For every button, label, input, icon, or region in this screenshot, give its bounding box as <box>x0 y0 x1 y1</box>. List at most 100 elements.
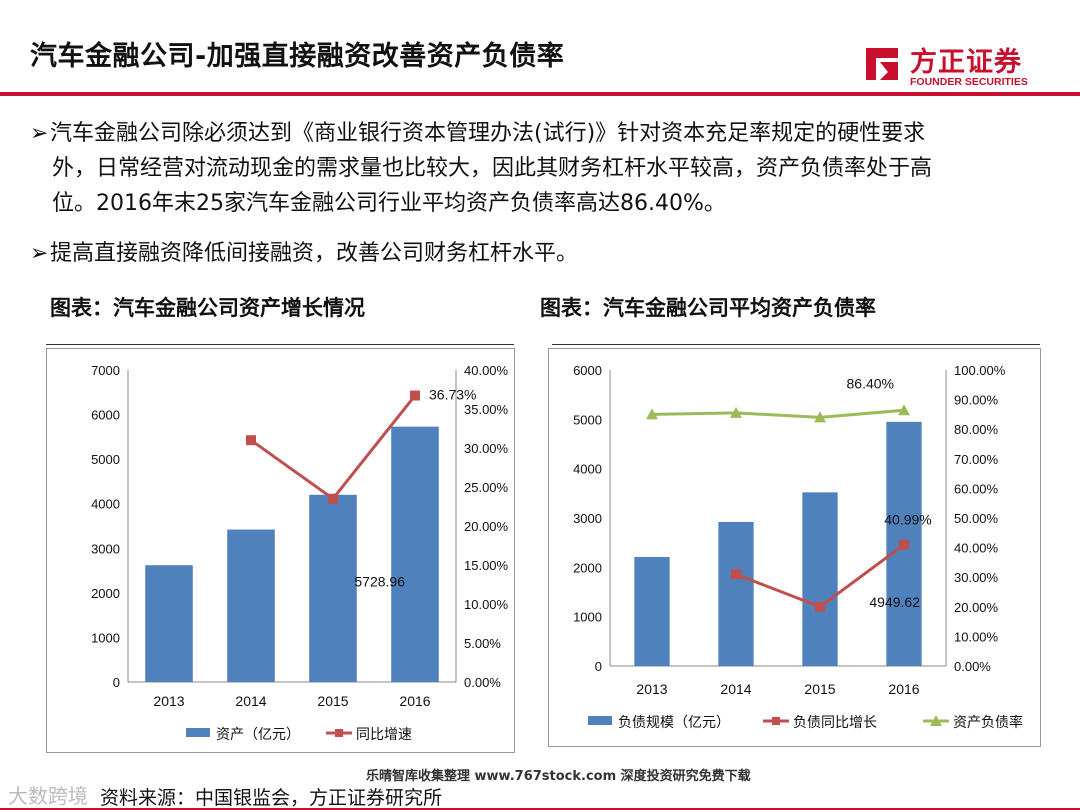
legend-marker <box>335 729 343 737</box>
bar-2013 <box>145 565 193 682</box>
legend-swatch <box>588 716 612 725</box>
bar-2013 <box>634 556 670 666</box>
chart-1-caption: 图表：汽车金融公司资产增长情况 <box>50 296 365 320</box>
legend-label: 资产负债率 <box>953 714 1023 730</box>
right-axis-tick-label: 25.00% <box>464 480 509 495</box>
right-axis-tick-label: 60.00% <box>954 481 999 496</box>
left-axis-tick-label: 6000 <box>91 408 120 423</box>
chart-frame <box>548 348 1041 747</box>
line-point-marker <box>646 408 658 420</box>
right-axis-tick-label: 10.00% <box>954 629 999 644</box>
bottom-band <box>0 808 1080 810</box>
right-axis-tick-label: 100.00% <box>954 363 1006 378</box>
asset-growth-chart: 0 1000 2000 3000 4000 5000 6000 7000 0.00% 5.00% 1… <box>46 348 515 753</box>
series-line-2 <box>651 408 905 419</box>
left-axis-tick-label: 0 <box>113 675 120 690</box>
data-label: 40.99% <box>884 512 931 528</box>
line-point-marker <box>815 601 825 612</box>
bar-2014 <box>718 521 754 666</box>
bullet-arrow-icon: ➢ <box>30 241 49 266</box>
watermark-left: 大数跨境 <box>8 784 88 808</box>
founder-logo-icon <box>866 48 898 80</box>
bullet-1-line-2: 外，日常经营对流动现金的需求量也比较大，因此其财务杠杆水平较高，资产负债率处于高 <box>52 156 933 181</box>
title-underline <box>0 92 1080 96</box>
left-axis-tick-label: 6000 <box>573 363 602 378</box>
bullet-1-line-1: 汽车金融公司除必须达到《商业银行资本管理办法(试行)》针对资本充足率规定的硬性要… <box>50 121 926 146</box>
bullet-arrow-icon: ➢ <box>30 121 49 146</box>
right-axis-tick-label: 20.00% <box>954 600 999 615</box>
data-label: 36.73% <box>429 387 476 403</box>
chart-frame <box>46 348 515 753</box>
legend-label: 同比增速 <box>356 726 412 742</box>
right-axis-tick-label: 70.00% <box>954 452 999 467</box>
right-axis-tick-label: 40.00% <box>464 363 509 378</box>
logo-chinese-text: 方正证券 <box>910 47 1022 78</box>
line-point-marker <box>898 404 910 416</box>
right-axis-tick-label: 90.00% <box>954 393 999 408</box>
line-point-marker <box>410 390 420 401</box>
chart-2-caption: 图表：汽车金融公司平均资产负债率 <box>540 296 876 320</box>
bullet-1-line-3: 位。2016年末25家汽车金融公司行业平均资产负债率高达86.40%。 <box>52 191 726 216</box>
right-axis-tick-label: 30.00% <box>954 570 999 585</box>
series-line-1 <box>250 394 417 501</box>
x-axis-category-label: 2015 <box>317 693 348 709</box>
bullet-2-line-1: 提高直接融资降低间接融资，改善公司财务杠杆水平。 <box>50 241 579 266</box>
bar-2015 <box>309 494 357 682</box>
right-axis-tick-label: 0.00% <box>464 675 501 690</box>
legend-marker <box>930 715 942 726</box>
data-label: 4949.62 <box>869 594 920 610</box>
right-axis-tick-label: 0.00% <box>954 659 991 674</box>
x-axis-category-label: 2016 <box>888 681 919 697</box>
left-axis-tick-label: 5000 <box>91 452 120 467</box>
line-point-marker <box>731 569 741 580</box>
right-axis-tick-label: 80.00% <box>954 422 999 437</box>
slide-title: 汽车金融公司-加强直接融资改善资产负债率 <box>30 41 565 72</box>
data-label: 5728.96 <box>354 574 405 590</box>
line-point-marker <box>899 539 909 550</box>
bar-2014 <box>227 529 275 682</box>
legend-marker <box>772 717 780 725</box>
right-axis-tick-label: 15.00% <box>464 558 509 573</box>
bar-2016 <box>391 426 439 682</box>
data-label: 86.40% <box>847 375 894 391</box>
right-axis-tick-label: 35.00% <box>464 402 509 417</box>
right-axis-tick-label: 30.00% <box>464 441 509 456</box>
debt-ratio-chart: 0 1000 2000 3000 4000 5000 6000 0.00% 10.00% 20.0… <box>548 348 1041 747</box>
legend-label: 负债规模（亿元） <box>618 714 730 730</box>
legend-swatch <box>186 728 210 737</box>
company-logo: 方正证券 FOUNDER SECURITIES <box>862 40 1052 90</box>
line-point-marker <box>814 411 826 423</box>
left-axis-tick-label: 2000 <box>573 560 602 575</box>
chart-2-top-rule <box>552 344 1040 345</box>
left-axis-tick-label: 2000 <box>91 586 120 601</box>
right-axis-tick-label: 10.00% <box>464 597 509 612</box>
x-axis-category-label: 2015 <box>804 681 835 697</box>
bullet-point-2: ➢提高直接融资降低间接融资，改善公司财务杠杆水平。 <box>30 236 578 271</box>
left-axis-tick-label: 3000 <box>573 511 602 526</box>
line-point-marker <box>246 435 256 446</box>
bullet-point-1: ➢汽车金融公司除必须达到《商业银行资本管理办法(试行)》针对资本充足率规定的硬性… <box>30 116 1030 221</box>
x-axis-category-label: 2013 <box>153 693 184 709</box>
left-axis-tick-label: 4000 <box>91 497 120 512</box>
x-axis-category-label: 2016 <box>399 693 430 709</box>
left-axis-tick-label: 5000 <box>573 412 602 427</box>
x-axis-category-label: 2014 <box>235 693 266 709</box>
x-axis-category-label: 2013 <box>636 681 667 697</box>
right-axis-tick-label: 50.00% <box>954 511 999 526</box>
x-axis-category-label: 2014 <box>720 681 751 697</box>
line-point-marker <box>328 493 338 504</box>
left-axis-tick-label: 0 <box>595 659 602 674</box>
left-axis-tick-label: 4000 <box>573 462 602 477</box>
legend-label: 负债同比增长 <box>793 714 877 730</box>
right-axis-tick-label: 5.00% <box>464 636 501 651</box>
left-axis-tick-label: 3000 <box>91 541 120 556</box>
source-note: 资料来源：中国银监会，方正证券研究所 <box>100 787 443 809</box>
left-axis-tick-label: 7000 <box>91 363 120 378</box>
legend-label: 资产（亿元） <box>216 726 300 742</box>
watermark-banner: 乐晴智库收集整理 www.767stock.com 深度投资研究免费下载 <box>362 766 780 788</box>
line-point-marker <box>730 406 742 418</box>
chart-1-top-rule <box>46 344 514 345</box>
right-axis-tick-label: 20.00% <box>464 519 509 534</box>
left-axis-tick-label: 1000 <box>91 630 120 645</box>
right-axis-tick-label: 40.00% <box>954 541 999 556</box>
